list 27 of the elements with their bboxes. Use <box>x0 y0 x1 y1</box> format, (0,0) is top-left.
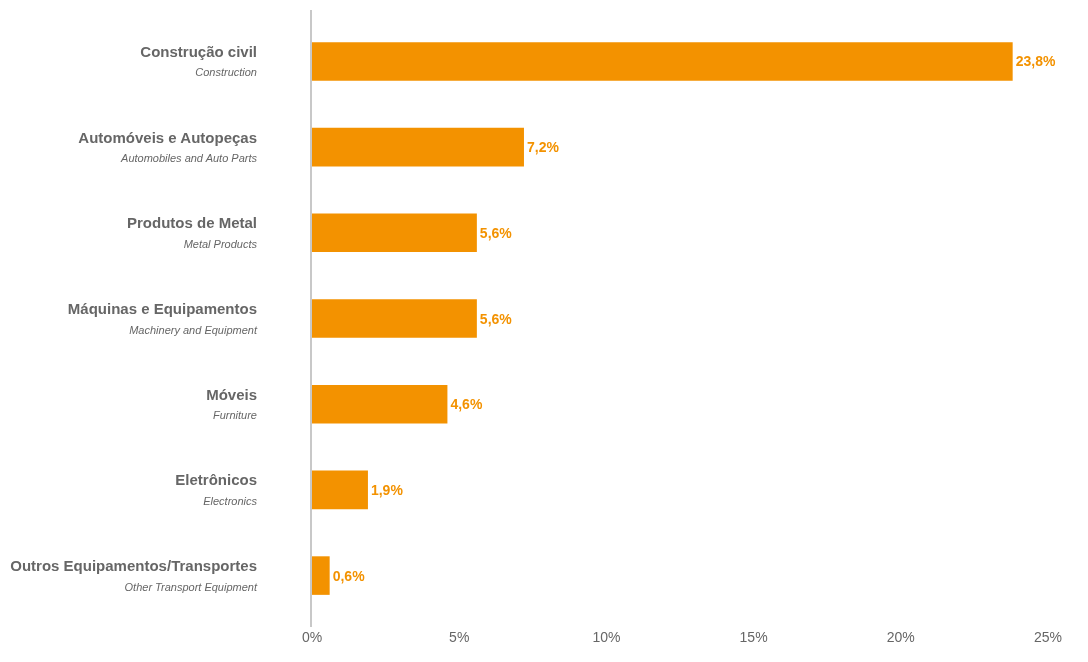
bar <box>312 42 1013 81</box>
bar <box>312 384 448 424</box>
bar <box>312 556 330 595</box>
y-tick-label: Eletrônicos Electronics <box>175 471 258 507</box>
x-tick-label: 20% <box>886 629 915 645</box>
bar <box>312 213 477 253</box>
x-tick-label: 0% <box>301 629 323 645</box>
y-tick-label: Produtos de Metal Metal Products <box>126 214 258 250</box>
bar <box>312 470 368 510</box>
data-label: 23,8% <box>1015 53 1056 70</box>
y-tick-label: Máquinas e Equipamentos Machinery and Equipment <box>67 300 258 336</box>
data-label: 5,6% <box>479 224 513 241</box>
x-tick-label: 15% <box>739 629 768 645</box>
data-label: 1,9% <box>370 481 404 498</box>
x-tick-label: 25% <box>1033 629 1063 645</box>
y-tick-label: Móveis Furniture <box>206 385 257 422</box>
y-tick-label: Automóveis e Autopeças Automobiles and Auto Parts <box>78 128 258 165</box>
y-tick-label: Outros Equipamentos/Transportes Other Transport Equipment <box>10 557 258 593</box>
y-tick-label: Construção civil Construction <box>140 42 257 79</box>
data-label: 0,6% <box>332 567 366 584</box>
data-label: 7,2% <box>526 139 560 156</box>
data-label: 4,6% <box>450 396 483 413</box>
bar <box>312 127 524 167</box>
data-label: 5,6% <box>479 310 513 327</box>
bar <box>312 299 477 338</box>
x-tick-label: 10% <box>592 629 621 645</box>
x-tick-label: 5% <box>449 629 470 645</box>
